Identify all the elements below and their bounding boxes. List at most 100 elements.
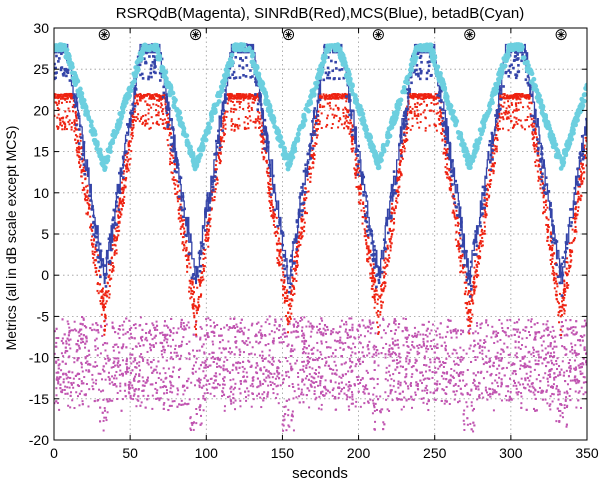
rsrq-point [64,392,67,395]
rsrq-point [211,386,214,389]
sinr-point [344,92,347,95]
sinr-point [521,93,524,96]
rsrq-point [405,375,408,378]
sinr-point [182,232,185,235]
rsrq-point [210,357,213,360]
rsrq-point [458,400,461,403]
sinr-point [568,242,571,245]
rsrq-point [501,327,504,330]
rsrq-point [356,378,359,381]
sinr-point [551,244,554,247]
rsrq-point [252,398,255,401]
rsrq-point [503,342,506,345]
rsrq-point [546,361,549,364]
sinr-point [276,257,279,260]
rsrq-point [414,391,417,394]
rsrq-point [395,343,398,346]
rsrq-point [87,349,90,352]
rsrq-point [211,340,214,343]
rsrq-point [63,388,66,391]
rsrq-point [129,394,132,397]
rsrq-point [223,376,226,379]
sinr-point [433,103,436,106]
rsrq-point [478,381,481,384]
rsrq-point [81,337,84,340]
sinr-point [275,216,278,219]
sinr-point [127,148,130,151]
rsrq-point [63,333,66,336]
sinr-point [166,139,169,142]
sinr-point [575,192,578,195]
rsrq-point [172,327,175,330]
rsrq-point [492,361,495,364]
rsrq-point [366,345,369,348]
sinr-point [270,203,273,206]
rsrq-point [155,365,158,368]
sinr-point [383,267,386,270]
rsrq-point [400,398,403,401]
sinr-point [413,110,416,113]
rsrq-point [224,347,227,350]
sinr-point [480,230,483,233]
sinr-point [119,215,122,218]
sinr-point [134,102,137,105]
sinr-point [479,256,482,259]
rsrq-point [124,332,127,335]
rsrq-point [202,409,205,412]
rsrq-point [578,380,581,383]
rsrq-point [56,402,59,405]
rsrq-point [428,332,431,335]
sinr-point [373,281,376,284]
rsrq-point [582,376,585,379]
rsrq-point [157,377,160,380]
rsrq-point [80,382,83,385]
rsrq-point [84,356,87,359]
rsrq-point [101,334,104,337]
rsrq-point [86,360,89,363]
sinr-point [140,94,143,97]
rsrq-point [486,391,489,394]
rsrq-point [553,340,556,343]
rsrq-point [575,332,578,335]
rsrq-point [461,373,464,376]
rsrq-point [291,383,294,386]
rsrq-point [565,353,568,356]
rsrq-point [528,385,531,388]
rsrq-point [282,341,285,344]
chart-title: RSRQdB(Magenta), SINRdB(Red),MCS(Blue), … [116,5,524,22]
rsrq-point [115,357,118,360]
rsrq-point [444,347,447,350]
rsrq-point [169,381,172,384]
sinr-point [82,186,85,189]
sinr-point [289,317,292,320]
sinr-point [277,242,280,245]
rsrq-point [292,397,295,400]
rsrq-point [393,320,396,323]
rsrq-point [561,330,564,333]
sinr-point [571,228,574,231]
sinr-point [481,240,484,243]
rsrq-point [130,397,133,400]
sinr-point [266,171,269,174]
rsrq-point [267,342,270,345]
rsrq-point [393,344,396,347]
sinr-point [483,203,486,206]
rsrq-point [96,324,99,327]
rsrq-point [513,363,516,366]
rsrq-point [239,405,242,408]
rsrq-point [451,375,454,378]
rsrq-point [549,403,552,406]
rsrq-point [268,376,271,379]
rsrq-point [56,376,59,379]
rsrq-point [278,377,281,380]
sinr-point [185,254,188,257]
rsrq-point [559,414,562,417]
rsrq-point [128,392,131,395]
rsrq-point [250,324,253,327]
rsrq-point [579,334,582,337]
rsrq-point [561,345,564,348]
rsrq-point [552,383,555,386]
rsrq-point [111,399,114,402]
rsrq-point [60,339,63,342]
rsrq-point [130,362,133,365]
